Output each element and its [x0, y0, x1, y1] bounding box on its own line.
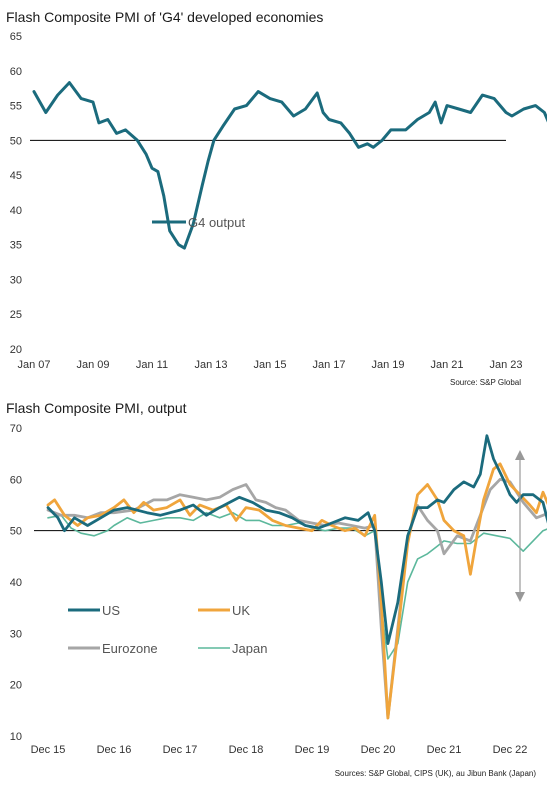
y-tick-label: 70	[10, 423, 22, 435]
chart1-x-axis: Jan 07 Jan 09 Jan 11 Jan 13 Jan 15 Jan 17 Jan …	[17, 359, 522, 371]
x-tick-label: Jan 21	[430, 359, 463, 371]
x-tick-label: Jan 09	[76, 359, 109, 371]
y-tick-label: 30	[10, 628, 22, 640]
x-tick-label: Dec 16	[97, 744, 132, 756]
series-line-g4-output	[32, 81, 547, 250]
legend-label: Eurozone	[102, 641, 158, 656]
series-line-uk	[46, 462, 547, 720]
chart2-source: Sources: S&P Global, CIPS (UK), au Jibun…	[335, 769, 537, 778]
y-tick-label: 35	[10, 240, 22, 252]
arrow-down-head	[515, 592, 525, 602]
chart2-y-axis: 70 60 50 40 30 20 10	[10, 423, 22, 743]
chart1-title: Flash Composite PMI of 'G4' developed ec…	[6, 9, 323, 25]
y-tick-label: 55	[10, 101, 22, 113]
x-tick-label: Dec 18	[229, 744, 264, 756]
x-tick-label: Jan 23	[489, 359, 522, 371]
legend-label: UK	[232, 603, 250, 618]
legend-label: G4 output	[188, 215, 245, 230]
y-tick-label: 65	[10, 31, 22, 43]
y-tick-label: 45	[10, 170, 22, 182]
y-tick-label: 50	[10, 526, 22, 538]
x-tick-label: Dec 19	[295, 744, 330, 756]
y-tick-label: 10	[10, 731, 22, 743]
range-arrow-icon	[515, 450, 525, 602]
y-tick-label: 40	[10, 205, 22, 217]
chart1-source: Source: S&P Global	[450, 378, 521, 387]
chart2-title: Flash Composite PMI, output	[6, 400, 187, 416]
x-tick-label: Jan 15	[253, 359, 286, 371]
legend-label: US	[102, 603, 120, 618]
g4-chart: Flash Composite PMI of 'G4' developed ec…	[6, 9, 547, 387]
x-tick-label: Dec 20	[361, 744, 396, 756]
composite-chart: Flash Composite PMI, output 70 60 50 40 30 20…	[6, 400, 547, 778]
y-tick-label: 20	[10, 680, 22, 692]
y-tick-label: 25	[10, 309, 22, 321]
y-tick-label: 30	[10, 274, 22, 286]
x-tick-label: Dec 15	[31, 744, 66, 756]
y-tick-label: 60	[10, 66, 22, 78]
x-tick-label: Jan 11	[136, 359, 168, 371]
chart2-legend: US UK Eurozone Japan	[68, 603, 267, 656]
y-tick-label: 50	[10, 135, 22, 147]
chart1-series	[32, 81, 547, 250]
y-tick-label: 20	[10, 344, 22, 356]
x-tick-label: Jan 07	[17, 359, 50, 371]
x-tick-label: Jan 19	[371, 359, 404, 371]
x-tick-label: Dec 17	[163, 744, 198, 756]
chart2-series	[46, 434, 547, 720]
chart1-y-axis: 65 60 55 50 45 40 35 30 25 20	[10, 31, 22, 356]
series-line-us	[46, 434, 547, 645]
x-tick-label: Jan 13	[194, 359, 227, 371]
series-line-eurozone	[46, 477, 547, 720]
arrow-up-head	[515, 450, 525, 460]
chart1-legend: G4 output	[152, 215, 245, 230]
chart2-x-axis: Dec 15 Dec 16 Dec 17 Dec 18 Dec 19 Dec 20 Dec …	[31, 744, 528, 756]
x-tick-label: Dec 22	[493, 744, 528, 756]
y-tick-label: 60	[10, 474, 22, 486]
y-tick-label: 40	[10, 577, 22, 589]
legend-label: Japan	[232, 641, 267, 656]
x-tick-label: Dec 21	[427, 744, 462, 756]
x-tick-label: Jan 17	[312, 359, 345, 371]
